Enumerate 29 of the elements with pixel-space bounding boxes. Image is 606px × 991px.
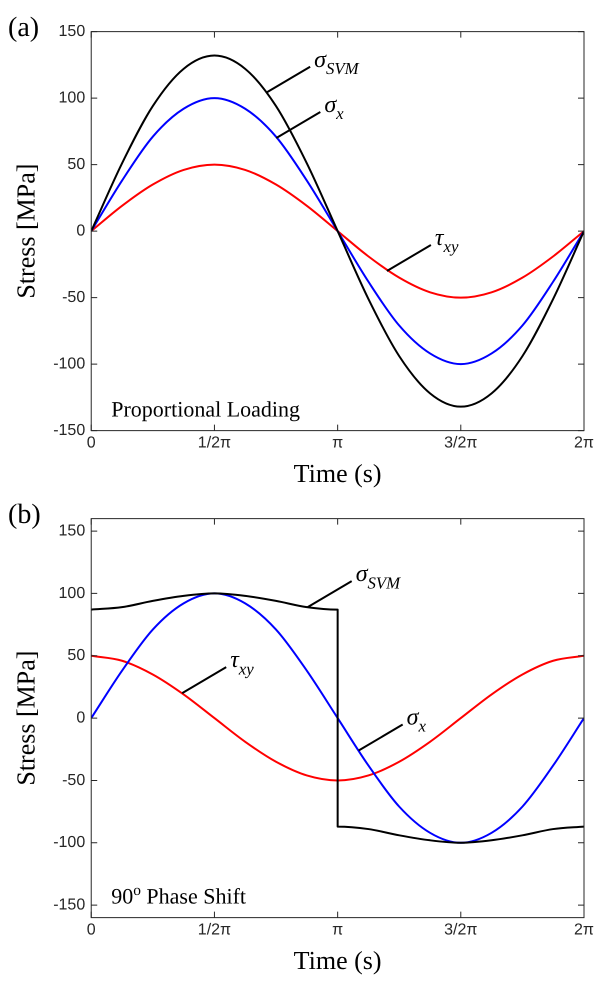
- x-tick-label: 2π: [574, 434, 594, 452]
- x-tick-label: 1/2π: [198, 922, 232, 939]
- annotation: Proportional Loading: [111, 396, 300, 422]
- y-tick-label: 50: [67, 156, 86, 174]
- y-tick-label: 100: [58, 90, 86, 107]
- chart-title: (a): [8, 12, 40, 44]
- y-tick-label: -100: [53, 834, 86, 852]
- y-tick-label: 50: [67, 647, 86, 664]
- x-tick-label: 2π: [574, 922, 594, 939]
- y-tick-label: -50: [62, 289, 86, 306]
- y-tick-label: -50: [62, 772, 86, 789]
- y-tick-label: 100: [58, 584, 86, 602]
- x-tick-label: 1/2π: [198, 434, 232, 452]
- y-axis-title: Stress [MPa]: [11, 650, 40, 786]
- y-tick-label: 150: [58, 23, 86, 40]
- chart-title: (b): [8, 499, 41, 530]
- x-tick-label: 3/2π: [444, 922, 478, 939]
- y-tick-label: 0: [76, 710, 86, 727]
- x-axis-title: Time (s): [294, 459, 382, 488]
- x-tick-label: π: [332, 434, 344, 452]
- y-tick-label: 150: [58, 522, 86, 540]
- x-tick-label: π: [332, 922, 344, 939]
- x-axis-title: Time (s): [294, 946, 382, 976]
- y-tick-label: 0: [76, 222, 86, 240]
- x-tick-label: 3/2π: [444, 434, 478, 452]
- y-tick-label: -150: [53, 422, 86, 440]
- y-tick-label: -150: [53, 896, 86, 914]
- y-axis-title: Stress [MPa]: [11, 164, 40, 299]
- y-tick-label: -100: [53, 356, 86, 373]
